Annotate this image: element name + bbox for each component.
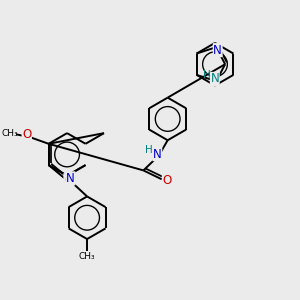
- Text: O: O: [162, 174, 172, 187]
- Text: N: N: [213, 44, 222, 57]
- Text: O: O: [64, 174, 73, 187]
- Text: N: N: [66, 172, 75, 185]
- Text: CH₃: CH₃: [1, 129, 18, 138]
- Text: H: H: [146, 145, 153, 155]
- Text: O: O: [22, 128, 32, 141]
- Text: CH₃: CH₃: [79, 252, 95, 261]
- Text: H: H: [203, 70, 211, 80]
- Text: N: N: [153, 148, 162, 160]
- Text: N: N: [210, 72, 219, 86]
